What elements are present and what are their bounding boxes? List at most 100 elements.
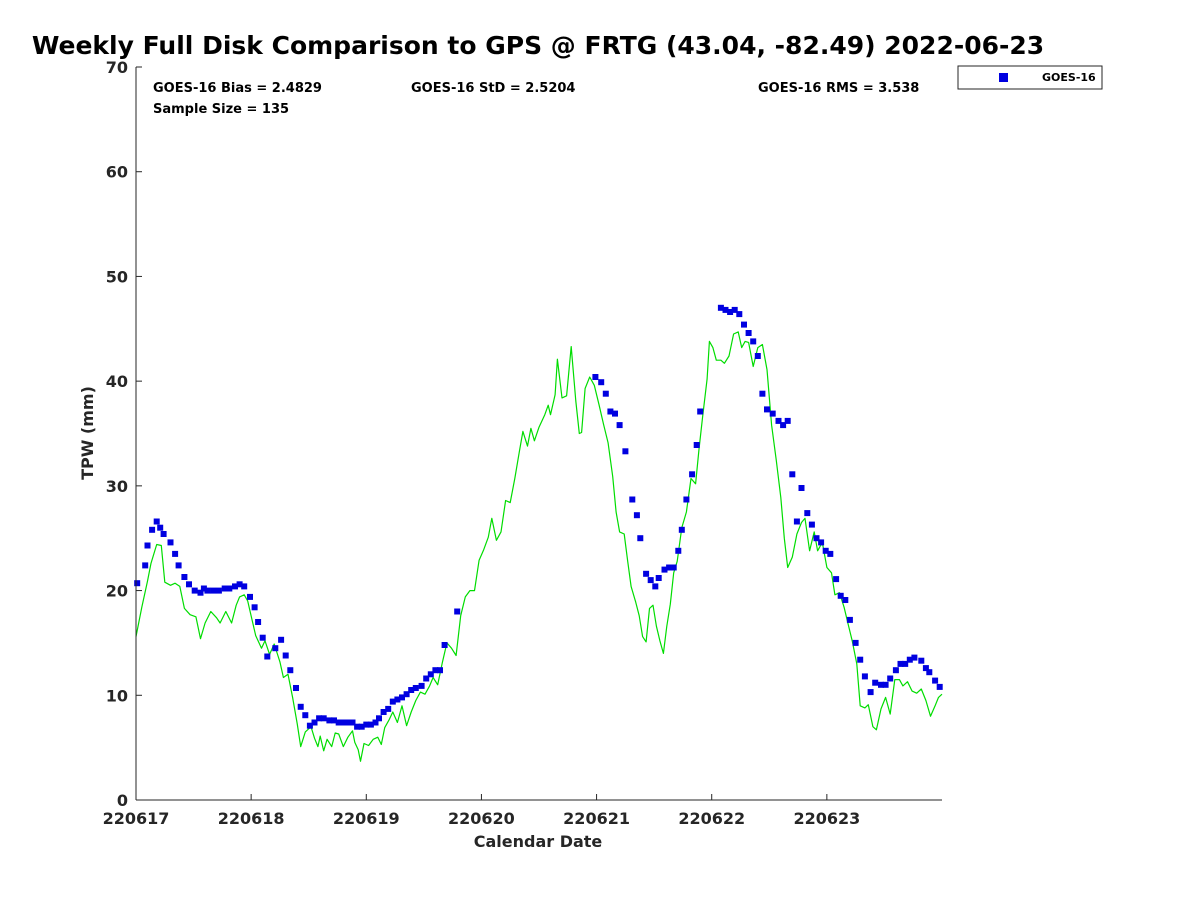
goes-16-point (932, 677, 939, 684)
goes-16-point (918, 657, 925, 664)
gps-series (135, 331, 943, 762)
goes-16-point (616, 422, 623, 429)
legend-label: GOES-16 (1042, 71, 1096, 84)
x-tick-label: 220617 (103, 809, 170, 828)
goes-16-point (259, 634, 266, 641)
goes-16-point (210, 587, 217, 594)
goes-16-point (678, 526, 685, 533)
goes-16-point (408, 687, 415, 693)
goes-16-point (902, 660, 909, 667)
goes-16-point (144, 542, 151, 549)
goes-16-point (727, 309, 734, 315)
goes-16-point (683, 496, 690, 503)
goes-16-point (247, 593, 253, 600)
goes-16-point (335, 719, 342, 726)
y-ticks: 0 10 20 30 40 50 60 70 (106, 58, 142, 810)
x-tick-label: 220618 (218, 809, 285, 828)
goes-16-point (612, 410, 618, 417)
goes-16-point (215, 587, 222, 594)
goes-16-point (842, 597, 849, 603)
goes-16-point (389, 698, 396, 705)
goes-16-point (232, 583, 238, 590)
goes-16-point (661, 566, 668, 573)
goes-16-point (278, 636, 285, 643)
goes-16-point (775, 417, 782, 424)
goes-16-point (598, 379, 605, 386)
goes-16-point (693, 442, 700, 448)
goes-16-point (423, 675, 430, 682)
sample-size-stat: Sample Size = 135 (153, 102, 289, 117)
goes-16-point (764, 406, 770, 413)
goes-16-point (160, 531, 167, 537)
goes-16-point (380, 709, 387, 715)
goes-16-point (813, 535, 820, 542)
goes-16-point (717, 304, 724, 311)
goes-16-point (316, 715, 323, 722)
goes-16-point (282, 652, 289, 659)
x-tick-label: 220620 (448, 809, 515, 828)
goes-16-point (922, 665, 929, 672)
goes-16-point (911, 654, 918, 661)
goes-16-point (181, 574, 188, 580)
goes-16-series (134, 304, 943, 730)
goes-16-point (906, 656, 913, 663)
goes-16-point (872, 679, 879, 686)
goes-16-point (437, 667, 443, 674)
goes-16-point (784, 417, 791, 424)
goes-16-point (622, 448, 629, 455)
goes-16-point (607, 408, 614, 415)
goes-16-point (822, 547, 829, 554)
goes-16-point (592, 374, 599, 380)
goes-16-point (167, 539, 174, 546)
goes-16-point (153, 518, 160, 525)
goes-16-point (186, 581, 192, 588)
goes-16-point (675, 547, 682, 554)
goes-16-point (643, 570, 650, 577)
goes-16-point (172, 550, 179, 557)
goes-16-point (878, 681, 884, 688)
goes-16-point (670, 564, 677, 571)
goes-16-point (897, 660, 904, 667)
chart-title: Weekly Full Disk Comparison to GPS @ FRT… (32, 31, 1044, 60)
goes-16-point (191, 587, 198, 594)
goes-16-point (403, 691, 410, 698)
y-tick-label: 60 (106, 163, 128, 182)
goes-16-point (736, 311, 743, 318)
gps-line (135, 331, 943, 762)
goes-16-point (358, 723, 365, 730)
goes-16-point (331, 717, 337, 724)
y-tick-label: 30 (106, 477, 128, 496)
goes-16-point (251, 604, 258, 611)
goes-16-point (306, 722, 313, 729)
goes-16-point (311, 719, 318, 726)
goes-16-point (780, 422, 787, 429)
goes-16-point (793, 518, 800, 525)
goes-16-point (418, 682, 425, 689)
x-tick-label: 220623 (793, 809, 860, 828)
goes-16-point (633, 512, 640, 519)
goes-16-point (754, 353, 761, 359)
goes-16-point (221, 585, 228, 592)
goes-16-point (385, 705, 392, 712)
goes-16-point (818, 539, 825, 546)
goes-16-point (697, 408, 704, 415)
goes-16-point (804, 510, 811, 517)
goes-16-point (326, 717, 333, 724)
goes-16-point (142, 562, 149, 569)
goes-16-point (837, 592, 844, 599)
goes-16-point (287, 667, 294, 674)
goes-16-point (134, 580, 141, 587)
legend-marker (999, 73, 1008, 82)
goes-16-point (808, 521, 815, 528)
y-tick-label: 20 (106, 582, 128, 601)
goes-16-point (637, 535, 644, 542)
goes-16-point (293, 685, 299, 691)
goes-16-point (399, 694, 405, 701)
goes-16-point (340, 719, 347, 726)
goes-16-point (226, 585, 233, 592)
plot-area (136, 67, 942, 800)
goes-16-point (454, 608, 461, 615)
bias-stat: GOES-16 Bias = 2.4829 (153, 81, 322, 96)
goes-16-point (372, 719, 379, 726)
x-ticks: 220617 220618 220619 220620 220621 220622 2206… (103, 794, 860, 828)
